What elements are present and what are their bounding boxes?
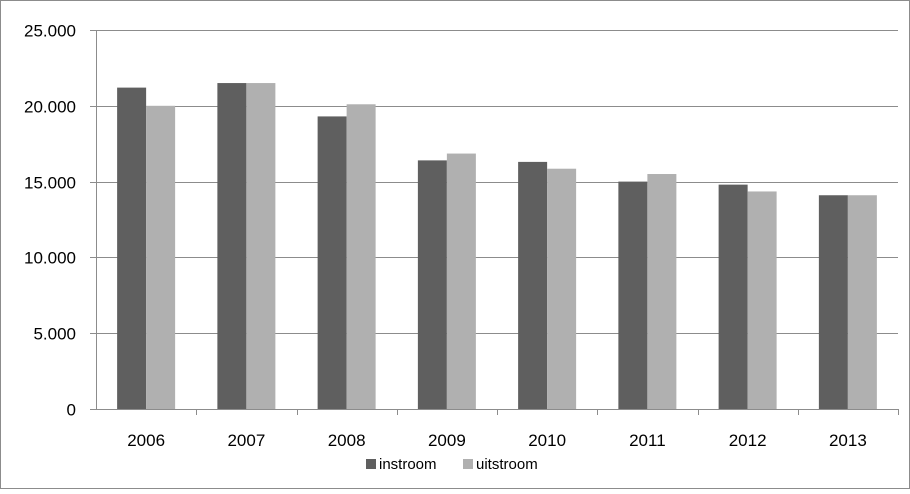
legend-label-instroom: instroom	[379, 456, 437, 473]
y-tick-label: 25.000	[24, 22, 76, 41]
bar-instroom-2012	[718, 184, 748, 409]
y-tick-label: 20.000	[24, 98, 76, 117]
legend-label-uitstroom: uitstroom	[476, 456, 538, 473]
legend: instroom uitstroom	[366, 456, 538, 473]
bar-uitstroom-2012	[747, 191, 777, 409]
legend-swatch-instroom	[366, 459, 376, 469]
bar-instroom-2008	[317, 116, 347, 410]
bar-instroom-2013	[818, 195, 848, 409]
y-tick-label: 5.000	[33, 325, 76, 344]
y-tick-label: 10.000	[24, 249, 76, 268]
x-tick-label: 2008	[328, 431, 366, 450]
bar-uitstroom-2010	[547, 168, 577, 409]
bars	[117, 83, 877, 410]
x-tick-label: 2013	[829, 431, 867, 450]
x-tick-label: 2011	[629, 431, 666, 450]
legend-swatch-uitstroom	[463, 459, 473, 469]
axes	[90, 30, 899, 415]
x-tick-label: 2010	[528, 431, 566, 450]
x-axis-ticks: 2006 2007 2008 2009 2010 2011 2012 2013	[127, 431, 867, 450]
y-tick-label: 15.000	[24, 174, 76, 193]
bar-uitstroom-2008	[346, 104, 376, 409]
bar-uitstroom-2011	[647, 174, 677, 409]
bar-instroom-2011	[618, 181, 648, 409]
bar-uitstroom-2007	[246, 83, 276, 409]
x-tick-label: 2007	[227, 431, 265, 450]
x-tick-label: 2012	[729, 431, 767, 450]
y-axis-ticks: 0 5.000 10.000 15.000 20.000 25.000	[24, 22, 76, 420]
bar-instroom-2009	[417, 160, 447, 409]
bar-instroom-2010	[518, 161, 548, 409]
bar-uitstroom-2006	[146, 105, 176, 410]
bar-uitstroom-2009	[446, 153, 476, 409]
x-tick-label: 2009	[428, 431, 466, 450]
bar-instroom-2007	[217, 83, 247, 409]
y-tick-label: 0	[67, 401, 76, 420]
bar-instroom-2006	[117, 87, 147, 409]
bar-uitstroom-2013	[847, 195, 877, 409]
x-tick-label: 2006	[127, 431, 165, 450]
